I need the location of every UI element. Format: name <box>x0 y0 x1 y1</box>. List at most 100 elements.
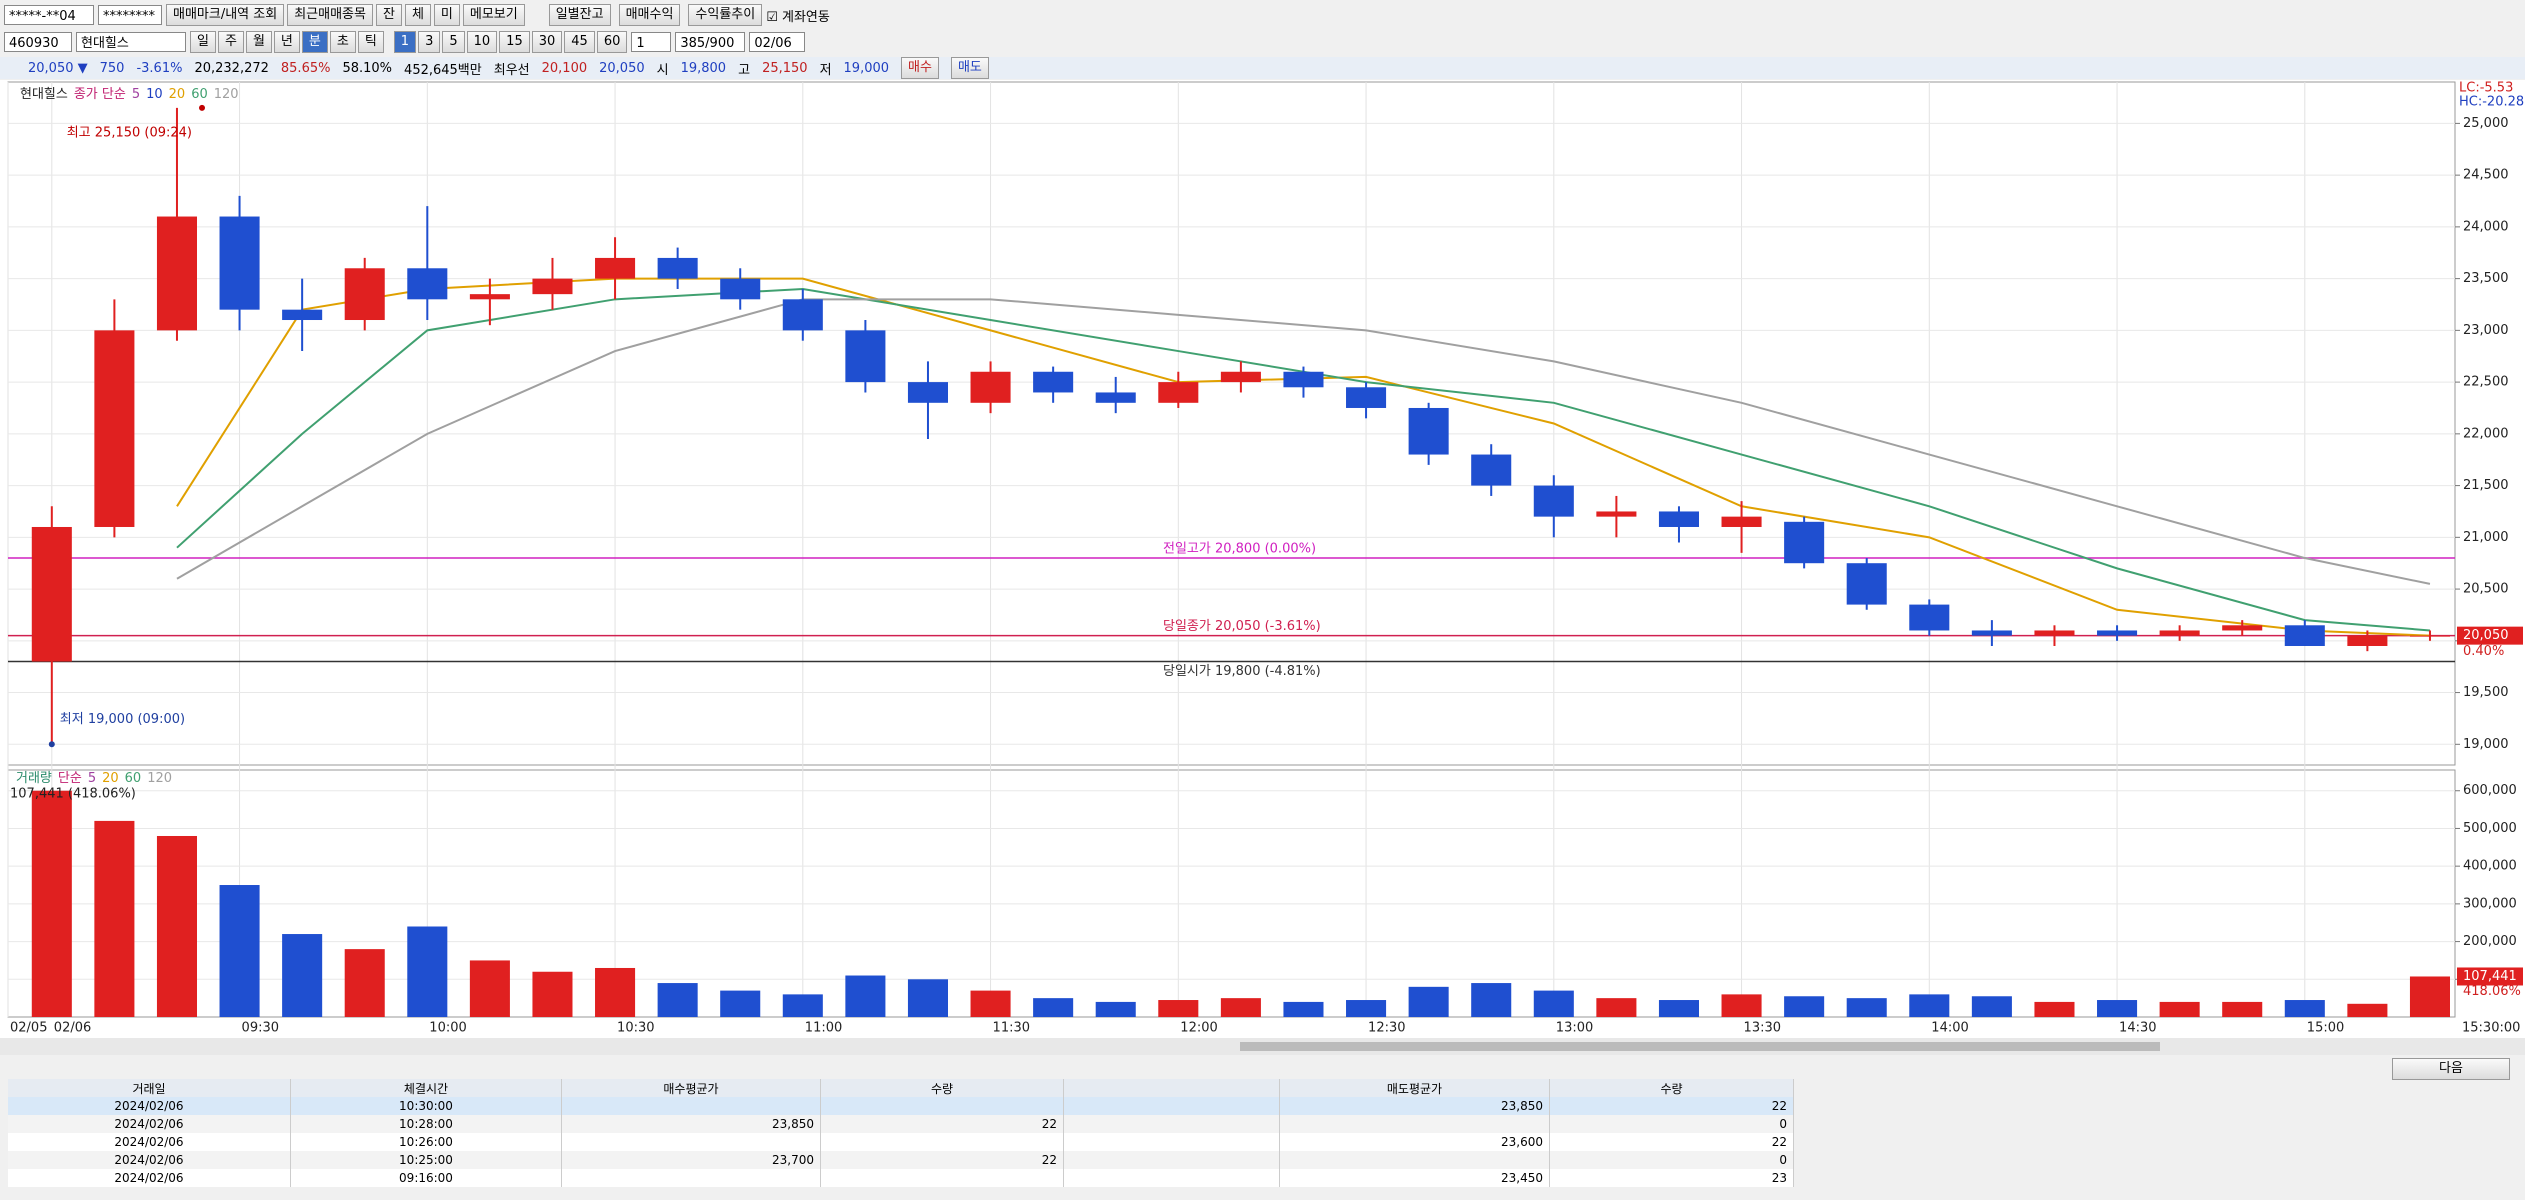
minute-button[interactable]: 3 <box>418 31 441 53</box>
date[interactable]: 02/06 <box>749 32 806 52</box>
scroll-thumb[interactable] <box>1240 1042 2160 1051</box>
y-tick-label: 24,500 <box>2463 168 2509 183</box>
table-cell <box>1063 1115 1280 1133</box>
candle-body <box>1408 407 1449 455</box>
minute-button[interactable]: 60 <box>596 31 628 53</box>
candle-body <box>657 257 698 279</box>
x-tick-label: 11:30 <box>993 1021 1030 1036</box>
legend-item: 단순 <box>58 771 82 786</box>
lc-label: LC:-5.53 <box>2459 81 2513 96</box>
minute-button[interactable]: 30 <box>531 31 563 53</box>
volume-bar <box>2034 1001 2075 1017</box>
x-tick-label: 13:30 <box>1744 1021 1781 1036</box>
y-tick-label: 300,000 <box>2463 896 2517 911</box>
current-volume-label: 107,441 <box>2463 969 2517 984</box>
toolbar-button[interactable]: 잔 <box>375 4 402 26</box>
table-cell: 수량 <box>1549 1079 1794 1097</box>
candle-body <box>595 257 636 279</box>
volume-bar <box>1533 990 1574 1017</box>
candle-body <box>407 268 448 300</box>
low: 19,000 <box>843 60 890 76</box>
y-tick-label: 19,000 <box>2463 737 2509 752</box>
ratio: 85.65% <box>280 60 331 76</box>
volume-bar <box>1846 998 1887 1017</box>
price-line-label: 당일시가 19,800 (-4.81%) <box>1163 664 1321 679</box>
volume-bar <box>344 949 385 1017</box>
table-row: 2024/02/06 10:30:00 23,850 22 <box>8 1097 1794 1115</box>
table-cell: 22 <box>1549 1097 1794 1115</box>
next-button[interactable]: 다음 <box>2392 1058 2510 1080</box>
candle-body <box>2159 630 2200 636</box>
volume-bar <box>1471 983 1512 1017</box>
volume-bar <box>1658 1000 1699 1017</box>
table-cell: 23,450 <box>1279 1169 1550 1187</box>
candle-body <box>156 216 198 331</box>
y-tick-label: 20,500 <box>2463 582 2509 597</box>
account[interactable]: *****-**04 <box>4 5 94 25</box>
minute-button[interactable]: 5 <box>442 31 465 53</box>
period-button[interactable]: 틱 <box>357 31 384 53</box>
table-cell: 0 <box>1549 1115 1794 1133</box>
volume-bar <box>1784 996 1825 1017</box>
volume-bar <box>156 835 198 1017</box>
volume-bar <box>282 934 323 1017</box>
legend-item: 거래량 <box>16 771 52 786</box>
buy-button[interactable]: 매수 <box>901 57 939 79</box>
period-button[interactable]: 일 <box>190 31 216 53</box>
volume-bar <box>2284 1000 2325 1017</box>
x-tick-label: 12:00 <box>1180 1021 1217 1036</box>
candle-body <box>1346 387 1387 408</box>
toolbar-button[interactable]: 매매수익 <box>618 4 681 26</box>
toolbar-button[interactable]: 수익률추이 <box>688 4 763 26</box>
table-cell: 거래일 <box>8 1079 291 1097</box>
table-cell <box>820 1133 1064 1151</box>
volume-bar <box>2222 1001 2263 1017</box>
x-tick-label: 14:30 <box>2119 1021 2156 1036</box>
toolbar-button[interactable]: 매매마크/내역 조회 <box>166 4 285 26</box>
sell-button[interactable]: 매도 <box>950 57 989 79</box>
period-button[interactable]: 초 <box>329 31 356 53</box>
period-button[interactable]: 년 <box>273 31 300 53</box>
buttons: 매매마크/내역 조회 최근매매종목 잔 체 미 메모보기 <box>166 4 525 26</box>
candle-body <box>1658 511 1699 527</box>
count: 385/900 <box>675 32 746 52</box>
minute-button[interactable]: 45 <box>564 31 595 53</box>
volume-bar <box>1346 1000 1387 1017</box>
table-cell <box>1063 1169 1280 1187</box>
period-button[interactable]: 주 <box>217 31 244 53</box>
table-cell <box>561 1097 821 1115</box>
table-cell: 23 <box>1549 1169 1794 1187</box>
code[interactable]: 460930 <box>4 32 72 52</box>
high: 25,150 <box>762 60 808 76</box>
table-cell: 2024/02/06 <box>8 1097 291 1115</box>
table-row: 2024/02/06 10:26:00 23,600 22 <box>8 1133 1794 1151</box>
legend-item: 5 <box>132 87 140 102</box>
y-tick-label: 25,000 <box>2463 116 2509 131</box>
minute-button[interactable]: 1 <box>393 31 417 53</box>
link-checkbox[interactable]: ☑ 계좌연동 <box>766 9 830 25</box>
x-tick-label: 09:30 <box>242 1021 279 1036</box>
table-cell: 2024/02/06 <box>8 1169 291 1187</box>
candle-body <box>1033 371 1074 393</box>
period-button[interactable]: 월 <box>245 31 272 53</box>
minute-button[interactable]: 15 <box>499 31 530 53</box>
toolbar-button[interactable]: 최근매매종목 <box>287 4 373 26</box>
unit[interactable]: 1 <box>631 32 672 52</box>
table-cell: 23,600 <box>1279 1133 1550 1151</box>
y-tick-label: 21,000 <box>2463 530 2509 545</box>
x-tick-label: 02/05 <box>10 1021 47 1036</box>
open-label: 시 <box>656 62 669 78</box>
candle-body <box>94 330 135 527</box>
toolbar-button[interactable]: 미 <box>433 4 460 26</box>
password[interactable]: ******** <box>98 5 162 25</box>
toolbar-button[interactable]: 체 <box>404 4 431 26</box>
stock-name[interactable]: 현대힐스 <box>76 32 186 52</box>
toolbar-button[interactable]: 메모보기 <box>462 4 525 26</box>
volume-bar <box>1033 998 1074 1017</box>
minute-button[interactable]: 10 <box>466 31 498 53</box>
period-button[interactable]: 분 <box>301 31 328 53</box>
candle-body <box>344 268 385 321</box>
legend-item: 120 <box>147 771 172 786</box>
toolbar-button[interactable]: 일별잔고 <box>548 4 611 26</box>
table-cell: 매도평균가 <box>1279 1079 1550 1097</box>
